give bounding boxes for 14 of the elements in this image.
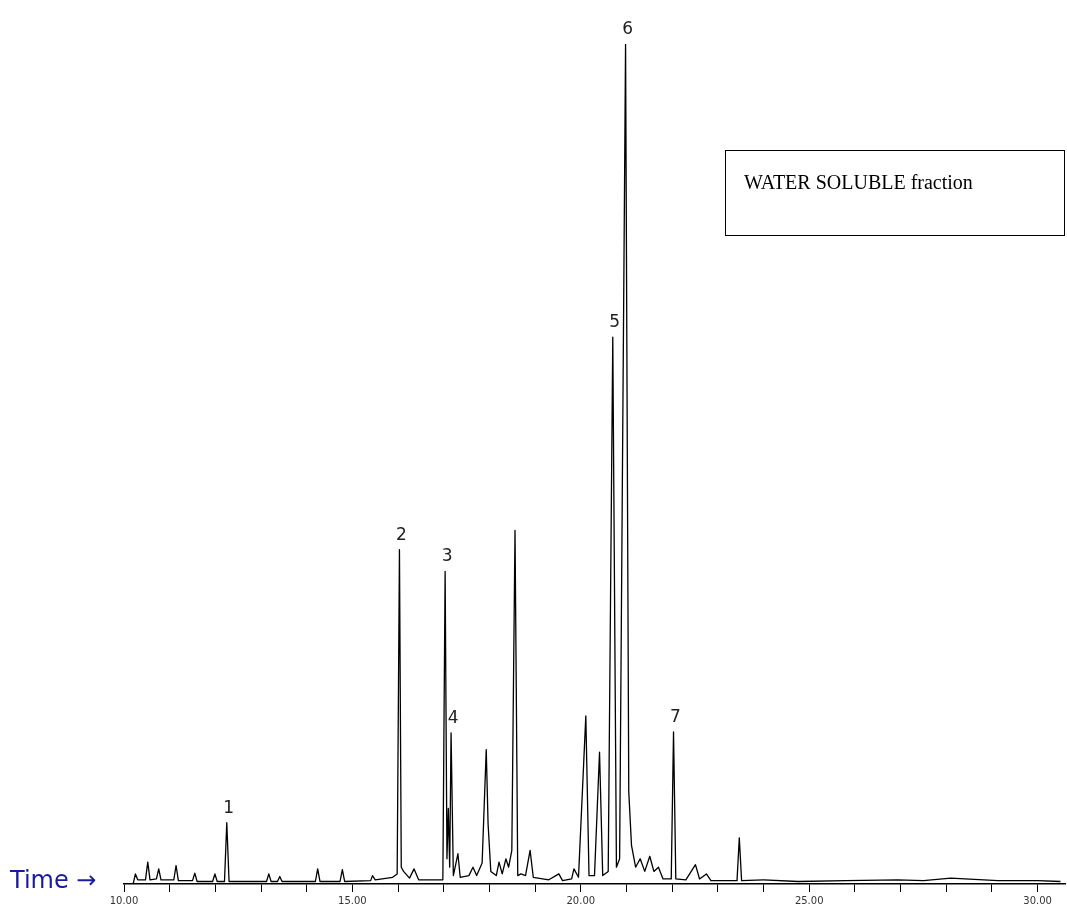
annotation: 7 <box>670 705 681 726</box>
annotation: 6 <box>622 17 633 38</box>
x-tick-label: 30.00 <box>1023 894 1052 906</box>
x-tick-label: 25.00 <box>794 894 824 906</box>
annotation: 1 <box>223 796 235 817</box>
x-tick-label: 10.00 <box>109 894 139 906</box>
x-axis-title: Time → <box>10 866 97 894</box>
annotation: 3 <box>441 545 453 566</box>
annotation: 4 <box>447 706 459 727</box>
x-tick-label: 20.00 <box>566 894 596 906</box>
annotation: 2 <box>396 523 407 544</box>
annotation: 5 <box>609 311 621 332</box>
x-tick-label: 15.00 <box>338 894 367 906</box>
framed-text-box: WATER SOLUBLE fraction <box>725 150 1065 236</box>
